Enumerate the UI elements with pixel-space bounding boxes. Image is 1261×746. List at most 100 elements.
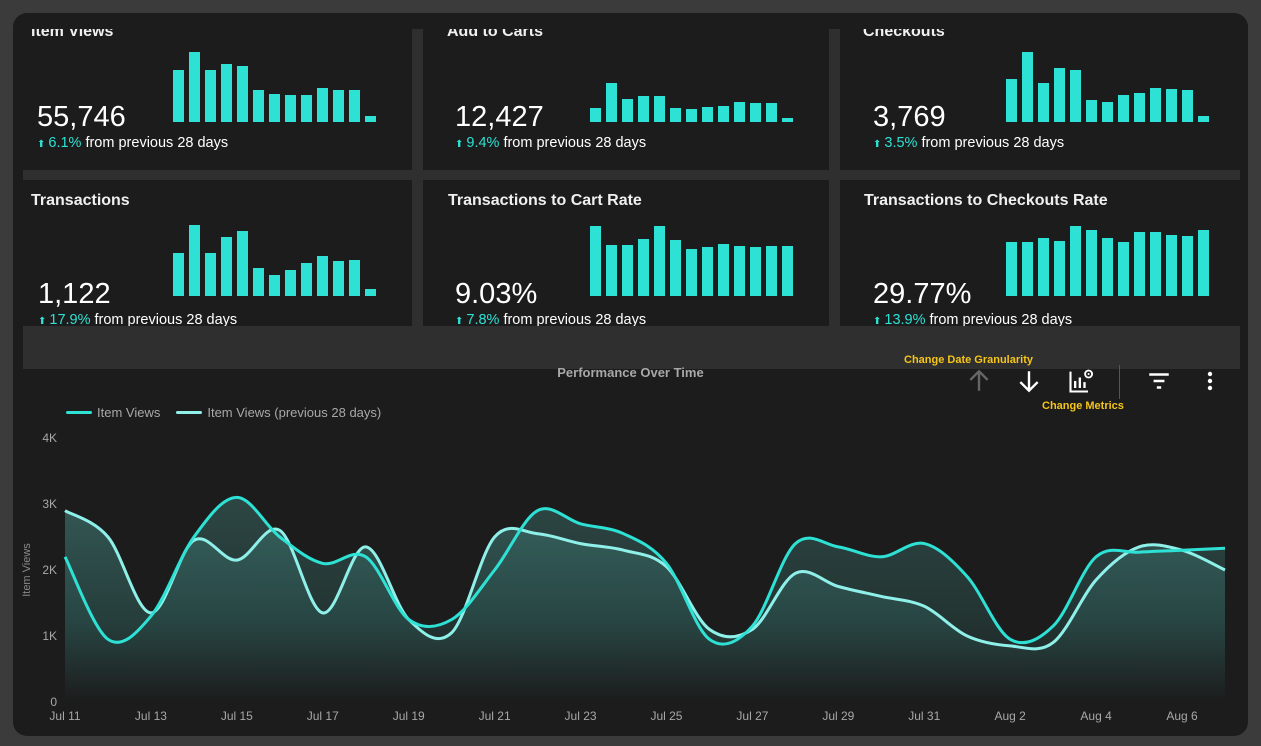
sparkline-bar: [1150, 232, 1161, 296]
kpi-delta-suffix: from previous 28 days: [503, 312, 647, 326]
trend-up-icon: ⬆: [873, 316, 882, 326]
kpi-sparkline: [1006, 52, 1216, 122]
kpi-delta-pct: 7.8%: [466, 312, 500, 326]
sparkline-bar: [189, 225, 200, 296]
sparkline-bar: [670, 240, 681, 296]
y-tick-label: 2K: [42, 563, 57, 577]
sparkline-bar: [1134, 232, 1145, 296]
more-vertical-icon: [1207, 371, 1213, 391]
sparkline-bar: [590, 108, 601, 122]
sparkline-bar: [750, 103, 761, 122]
sparkline-bar: [766, 246, 777, 296]
sparkline-bar: [317, 256, 328, 296]
legend-item[interactable]: Item Views (previous 28 days): [176, 405, 381, 420]
sparkline-bar: [1118, 242, 1129, 296]
kpi-value: 1,122: [38, 278, 111, 310]
sparkline-bar: [734, 102, 745, 122]
kpi-delta: ⬆ 3.5% from previous 28 days: [873, 135, 1064, 151]
sparkline-bar: [1198, 230, 1209, 296]
kpi-delta: ⬆ 13.9% from previous 28 days: [873, 312, 1072, 326]
kpi-card-transactions[interactable]: Transactions 1,122 ⬆ 17.9% from previous 2…: [23, 180, 412, 326]
arrow-up-icon: [969, 369, 989, 391]
filter-icon: [1149, 373, 1169, 389]
kpi-value: 9.03%: [455, 278, 538, 310]
sparkline-bar: [670, 108, 681, 122]
sparkline-bar: [301, 263, 312, 296]
sparkline-bar: [253, 90, 264, 122]
sparkline-bar: [1038, 83, 1049, 122]
sparkline-bar: [1086, 100, 1097, 122]
x-tick-label: Jul 23: [565, 709, 597, 723]
kpi-delta: ⬆ 17.9% from previous 28 days: [38, 312, 237, 326]
legend-label: Item Views (previous 28 days): [207, 405, 382, 420]
toolbar-divider: [1119, 365, 1120, 399]
sparkline-bar: [349, 260, 360, 296]
sparkline-bar: [269, 275, 280, 296]
kpi-card-checkouts[interactable]: Checkouts 3,769 ⬆ 3.5% from previous 28 da…: [840, 29, 1240, 170]
x-tick-label: Aug 6: [1166, 709, 1198, 723]
kpi-card-add-to-carts[interactable]: Add to Carts 12,427 ⬆ 9.4% from previous 2…: [423, 29, 829, 170]
sparkline-bar: [1102, 238, 1113, 296]
chart-title: Performance Over Time: [557, 365, 704, 380]
kpi-sparkline: [590, 52, 800, 122]
series-area: [65, 510, 1225, 702]
kpi-card-transactions-to-cart-rate[interactable]: Transactions to Cart Rate 9.03% ⬆ 7.8% fro…: [423, 180, 829, 326]
x-tick-label: Jul 27: [736, 709, 768, 723]
kpi-sparkline: [1006, 225, 1216, 296]
drill-up-button[interactable]: [963, 365, 995, 397]
x-tick-label: Jul 17: [307, 709, 339, 723]
y-tick-label: 1K: [42, 629, 57, 643]
tooltip-change-date-granularity: Change Date Granularity: [904, 354, 1033, 366]
sparkline-bar: [654, 96, 665, 122]
sparkline-bar: [702, 107, 713, 122]
change-metrics-button[interactable]: [1065, 365, 1097, 397]
sparkline-bar: [349, 90, 360, 122]
kpi-title: Transactions to Cart Rate: [448, 192, 642, 209]
kpi-title: Transactions: [31, 192, 130, 209]
x-tick-label: Aug 2: [995, 709, 1027, 723]
series-line: [64, 509, 1226, 651]
series-line: [63, 495, 1226, 646]
kpi-sparkline: [173, 225, 383, 296]
x-tick-label: Jul 31: [908, 709, 940, 723]
kpi-delta-pct: 17.9%: [49, 312, 91, 326]
sparkline-bar: [782, 118, 793, 122]
kpi-delta: ⬆ 6.1% from previous 28 days: [37, 135, 228, 151]
drill-down-button[interactable]: [1013, 365, 1045, 397]
kpi-card-item-views[interactable]: Item Views 55,746 ⬆ 6.1% from previous 28 …: [23, 29, 412, 170]
sparkline-bar: [285, 95, 296, 122]
sparkline-bar: [189, 52, 200, 122]
kpi-delta-pct: 9.4%: [466, 135, 500, 151]
kpi-title: Transactions to Checkouts Rate: [864, 192, 1108, 209]
kpi-sparkline: [590, 225, 800, 296]
sparkline-bar: [1006, 79, 1017, 122]
sparkline-bar: [1070, 70, 1081, 122]
filter-button[interactable]: [1143, 365, 1175, 397]
sparkline-bar: [686, 109, 697, 122]
kpi-delta-pct: 13.9%: [884, 312, 926, 326]
sparkline-bar: [622, 99, 633, 122]
legend-label: Item Views: [97, 405, 161, 420]
sparkline-bar: [1102, 102, 1113, 122]
sparkline-bar: [1198, 116, 1209, 122]
y-tick-label: 0: [50, 695, 57, 709]
x-tick-label: Jul 21: [479, 709, 511, 723]
sparkline-bar: [237, 231, 248, 296]
trend-up-icon: ⬆: [873, 139, 882, 150]
sparkline-bar: [269, 94, 280, 122]
sparkline-bar: [718, 244, 729, 296]
x-tick-label: Aug 4: [1080, 709, 1112, 723]
y-tick-label: 4K: [42, 431, 57, 445]
legend-item[interactable]: Item Views: [66, 405, 160, 420]
kpi-delta-pct: 3.5%: [884, 135, 918, 151]
sparkline-bar: [1006, 242, 1017, 296]
more-options-button[interactable]: [1194, 365, 1226, 397]
kpi-title: Checkouts: [863, 29, 945, 40]
sparkline-bar: [237, 66, 248, 122]
sparkline-bar: [766, 103, 777, 122]
sparkline-bar: [606, 83, 617, 122]
sparkline-bar: [365, 289, 376, 296]
sparkline-bar: [1134, 93, 1145, 122]
sparkline-bar: [734, 246, 745, 296]
kpi-card-transactions-to-checkouts-rate[interactable]: Transactions to Checkouts Rate 29.77% ⬆ 1…: [840, 180, 1240, 326]
